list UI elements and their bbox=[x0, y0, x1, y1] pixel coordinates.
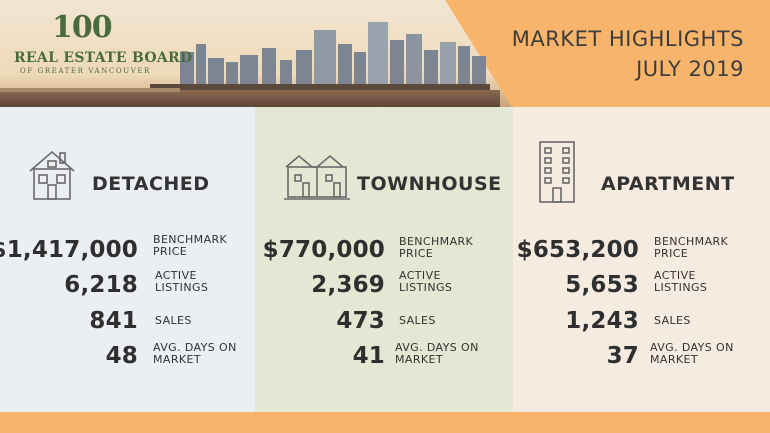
detached-panel: DETACHED $1,417,000 BENCHMARK PRICE 6,218… bbox=[0, 107, 255, 412]
logo-subtitle: OF GREATER VANCOUVER bbox=[20, 67, 151, 75]
benchmark-price-value: $1,417,000 bbox=[0, 237, 138, 263]
title-line-1: MARKET HIGHLIGHTS bbox=[511, 27, 744, 51]
active-listings-label: ACTIVE LISTINGS bbox=[399, 269, 453, 294]
panel-title-detached: DETACHED bbox=[92, 173, 210, 195]
active-listings-value: 2,369 bbox=[311, 272, 385, 298]
townhouse-icon bbox=[284, 154, 350, 200]
benchmark-price-value: $653,200 bbox=[516, 237, 639, 263]
townhouse-panel: TOWNHOUSE $770,000 BENCHMARK PRICE 2,369 … bbox=[255, 107, 513, 412]
header-banner: 100 REAL ESTATE BOARD OF GREATER VANCOUV… bbox=[0, 0, 770, 107]
days-on-market-label: AVG. DAYS ON MARKET bbox=[650, 341, 734, 366]
apartment-panel: APARTMENT $653,200 BENCHMARK PRICE 5,653 … bbox=[513, 107, 770, 412]
city-skyline-image bbox=[0, 0, 512, 107]
sales-value: 1,243 bbox=[565, 308, 639, 334]
benchmark-price-label: BENCHMARK PRICE bbox=[654, 235, 729, 260]
apartment-building-icon bbox=[539, 141, 575, 203]
sales-label: SALES bbox=[399, 314, 436, 327]
real-estate-board-logo: 100 REAL ESTATE BOARD OF GREATER VANCOUV… bbox=[14, 10, 192, 76]
benchmark-price-value: $770,000 bbox=[262, 237, 385, 263]
footer-bar bbox=[0, 412, 770, 433]
title-line-2: JULY 2019 bbox=[636, 57, 744, 81]
days-on-market-label: AVG. DAYS ON MARKET bbox=[395, 341, 479, 366]
page-title: MARKET HIGHLIGHTS JULY 2019 bbox=[512, 24, 744, 84]
days-on-market-value: 48 bbox=[105, 343, 138, 369]
benchmark-price-label: BENCHMARK PRICE bbox=[399, 235, 474, 260]
benchmark-price-label: BENCHMARK PRICE bbox=[153, 233, 228, 258]
days-on-market-value: 41 bbox=[352, 343, 385, 369]
house-icon bbox=[29, 150, 75, 200]
days-on-market-label: AVG. DAYS ON MARKET bbox=[153, 341, 237, 366]
sales-label: SALES bbox=[654, 314, 691, 327]
logo-100: 100 bbox=[52, 10, 113, 45]
sales-value: 473 bbox=[336, 308, 385, 334]
days-on-market-value: 37 bbox=[606, 343, 639, 369]
active-listings-label: ACTIVE LISTINGS bbox=[654, 269, 708, 294]
sales-label: SALES bbox=[155, 314, 192, 327]
active-listings-value: 6,218 bbox=[64, 272, 138, 298]
active-listings-label: ACTIVE LISTINGS bbox=[155, 269, 209, 294]
panel-title-apartment: APARTMENT bbox=[601, 173, 735, 195]
sales-value: 841 bbox=[89, 308, 138, 334]
panel-title-townhouse: TOWNHOUSE bbox=[357, 173, 502, 195]
active-listings-value: 5,653 bbox=[565, 272, 639, 298]
logo-name: REAL ESTATE BOARD bbox=[14, 50, 193, 66]
